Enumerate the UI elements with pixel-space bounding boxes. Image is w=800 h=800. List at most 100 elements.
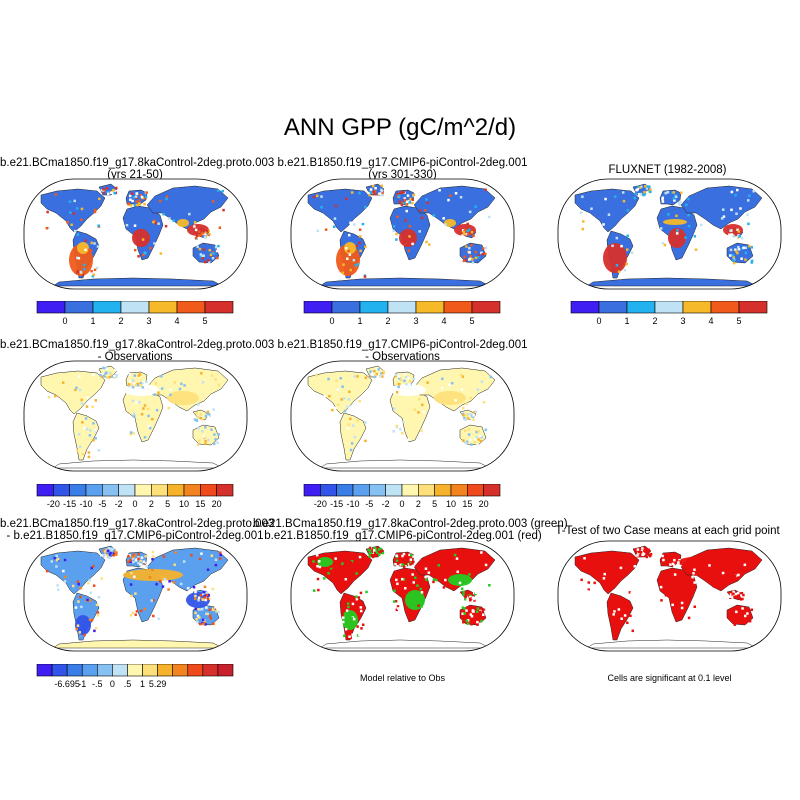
land-region (459, 242, 487, 264)
panel-7-title-line2: b.e21.B1850.f19_g17.CMIP6-piControl-2deg… (264, 530, 542, 542)
figure-title: ANN GPP (gC/m^2/d) (283, 114, 517, 141)
colorbar-tick-label: -20 (47, 499, 60, 509)
panel-2-title-line2: (yrs 301-330) (368, 169, 437, 181)
colorbar-tick-label: 2 (385, 316, 390, 326)
colorbar-tick-label: 4 (441, 316, 446, 326)
map-projection-border (290, 360, 515, 472)
map-projection-border (557, 540, 782, 652)
land-region (586, 277, 758, 287)
panel-8-map (557, 540, 782, 652)
colorbar-box (176, 300, 206, 314)
panel-3-title: FLUXNET (1982-2008) (555, 164, 780, 176)
colorbar-box (66, 663, 83, 677)
colorbar-tick-label: -20 (314, 499, 327, 509)
colorbar-tick-label: 4 (174, 316, 179, 326)
land-region (606, 592, 634, 641)
colorbar-box (443, 300, 473, 314)
colorbar-tick-label: 20 (212, 499, 222, 509)
land-region (319, 277, 491, 287)
colorbar-box (385, 483, 403, 497)
colorbar-tick-label: 1 (140, 679, 145, 689)
colorbar-box (359, 300, 389, 314)
colorbar-box (134, 483, 152, 497)
colorbar-box (167, 483, 185, 497)
colorbar-tick-label: 5 (202, 316, 207, 326)
land-region (413, 547, 496, 592)
colorbar-box (467, 483, 484, 497)
land-region (574, 188, 640, 233)
land-region (52, 459, 224, 469)
panel-5-map (290, 360, 515, 472)
panel-1-title-line1: b.e21.BCma1850.f19_g17.8kaControl-2deg.p… (0, 157, 275, 169)
colorbar-tick-label: 0 (399, 499, 404, 509)
colorbar-box (51, 663, 68, 677)
colorbar-box (336, 483, 354, 497)
panel-4-title-line1: b.e21.BCma1850.f19_g17.8kaControl-2deg.p… (0, 339, 275, 351)
land-region (574, 550, 640, 595)
map-projection-border (23, 178, 248, 290)
colorbar-box (102, 483, 119, 497)
panel-6-title-line1: b.e21.BCma1850.f19_g17.8kaControl-2deg.p… (0, 518, 275, 530)
panel-6-map (23, 540, 248, 652)
land-region (413, 367, 496, 412)
panel-8-note: Cells are significant at 0.1 level (607, 673, 732, 683)
colorbar-box (187, 663, 204, 677)
colorbar-box (654, 300, 684, 314)
colorbar-box (626, 300, 656, 314)
colorbar-tick-label: 1 (90, 316, 95, 326)
colorbar-tick-label: -5 (98, 499, 106, 509)
panel-8-title: T-Test of two Case means at each grid po… (555, 525, 780, 537)
colorbar-box (710, 300, 740, 314)
colorbar-tick-label: 15 (195, 499, 205, 509)
colorbar-box (81, 663, 98, 677)
panel-1-title: b.e21.BCma1850.f19_g17.8kaControl-2deg.p… (0, 157, 275, 181)
colorbar-tick-label: 3 (680, 316, 685, 326)
colorbar-box (369, 483, 386, 497)
colorbar-tick-label: 2 (149, 499, 154, 509)
colorbar-box (97, 663, 113, 677)
panel-1-title-line2: (yrs 21-50) (107, 169, 163, 181)
colorbar-tick-label: 0 (132, 499, 137, 509)
colorbar-tick-label: 5 (165, 499, 170, 509)
panel-7-map (290, 540, 515, 652)
colorbar-box (92, 300, 122, 314)
colorbar-box (157, 663, 173, 677)
colorbar-box (450, 483, 468, 497)
colorbar-box (172, 663, 189, 677)
panel-4-title-line2: - Observations (97, 351, 173, 363)
panel-3-title-line1: FLUXNET (1982-2008) (608, 164, 727, 176)
colorbar-tick-label: .5 (124, 679, 132, 689)
colorbar-box (69, 483, 87, 497)
colorbar-box (118, 483, 136, 497)
colorbar-box (387, 300, 417, 314)
panel-6-colorbar: -6.695 -1 -.5 0 .5 1 5.29 (30, 663, 240, 699)
panel-2-map (290, 178, 515, 290)
colorbar-box (142, 663, 158, 677)
panel-1-colorbar: 0 1 2 3 4 5 (30, 300, 240, 336)
colorbar-tick-label: 5 (469, 316, 474, 326)
colorbar-box (598, 300, 628, 314)
colorbar-tick-label: 5 (736, 316, 741, 326)
colorbar-box (483, 483, 501, 497)
colorbar-tick-label: 3 (413, 316, 418, 326)
colorbar-box (216, 483, 234, 497)
land-region (586, 639, 758, 649)
land-region (319, 459, 491, 469)
panel-3-colorbar: 0 1 2 3 4 5 (564, 300, 774, 336)
colorbar-box (120, 300, 150, 314)
colorbar-box (36, 483, 54, 497)
colorbar-box (127, 663, 143, 677)
colorbar-box (148, 300, 178, 314)
colorbar-tick-label: -6.695 (54, 679, 80, 689)
colorbar-box (352, 483, 370, 497)
panel-4-map (23, 360, 248, 472)
panel-4-title: b.e21.BCma1850.f19_g17.8kaControl-2deg.p… (0, 339, 275, 363)
colorbar-box (415, 300, 445, 314)
colorbar-tick-label: 10 (179, 499, 189, 509)
colorbar-box (183, 483, 201, 497)
colorbar-box (202, 663, 219, 677)
map-projection-border (23, 360, 248, 472)
colorbar-tick-label: 2 (652, 316, 657, 326)
colorbar-box (331, 300, 361, 314)
colorbar-tick-label: 3 (146, 316, 151, 326)
